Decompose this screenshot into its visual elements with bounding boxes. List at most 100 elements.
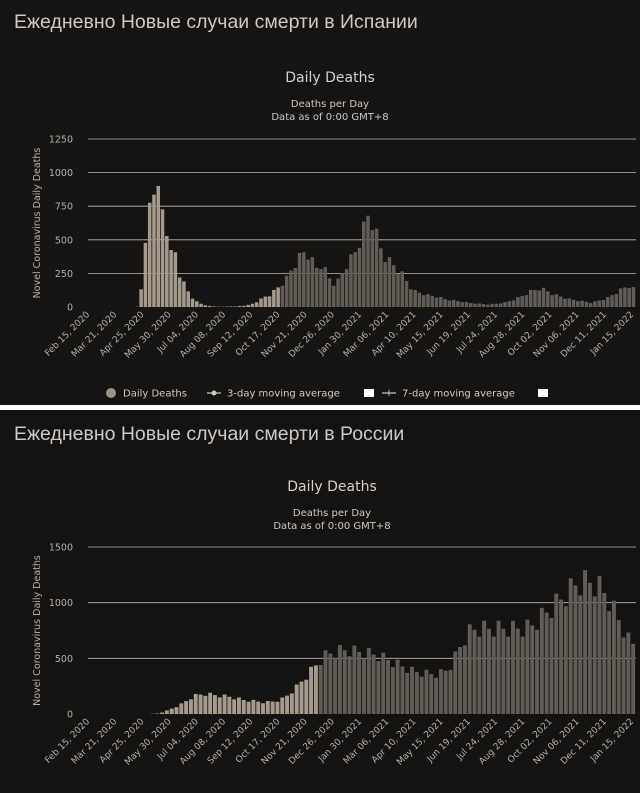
bar <box>506 636 511 714</box>
y-tick-label: 0 <box>67 710 73 721</box>
bar <box>563 298 567 307</box>
bar <box>280 285 285 307</box>
spain-panel: Ежедневно Новые случаи смерти в Испании … <box>0 0 640 405</box>
bar <box>568 578 573 714</box>
panel-divider <box>0 405 640 410</box>
bar <box>601 299 606 307</box>
russia-heading: Ежедневно Новые случаи смерти в России <box>14 423 405 445</box>
bar <box>443 670 448 714</box>
bar <box>587 582 592 714</box>
bar <box>511 620 515 714</box>
y-axis-label: Novel Coronavirus Daily Deaths <box>32 148 43 299</box>
bar <box>208 692 213 714</box>
bar <box>606 297 610 307</box>
bar <box>370 230 375 307</box>
bar <box>319 269 323 307</box>
bar <box>486 628 491 714</box>
bar <box>147 202 152 307</box>
bar <box>473 303 477 307</box>
bar <box>400 666 405 714</box>
bar <box>306 259 310 307</box>
bar <box>304 679 309 714</box>
bar <box>458 647 463 714</box>
bar <box>391 265 396 307</box>
bar <box>469 303 473 307</box>
legend-daily-marker <box>106 388 116 398</box>
y-tick-label: 1000 <box>49 168 73 179</box>
bar <box>184 701 189 714</box>
bar <box>342 650 347 714</box>
bar <box>246 701 251 714</box>
bar <box>381 652 386 714</box>
bar <box>169 250 173 307</box>
bar <box>186 291 190 307</box>
legend-ma3-swatch <box>364 389 374 397</box>
y-tick-label: 1250 <box>49 135 73 146</box>
bar <box>453 651 458 714</box>
bar <box>386 660 390 714</box>
bar <box>438 669 443 714</box>
bar <box>383 262 387 307</box>
bar <box>448 669 453 714</box>
chart-title: Daily Deaths <box>285 70 375 86</box>
bar <box>611 600 616 714</box>
chart-subtitle-2: Data as of 0:00 GMT+8 <box>271 112 388 123</box>
bar <box>265 701 270 714</box>
bar <box>318 665 323 714</box>
bar <box>207 305 212 307</box>
bar <box>203 305 208 307</box>
bar <box>515 628 520 714</box>
bar <box>472 629 477 714</box>
bar <box>430 295 435 307</box>
bar <box>323 650 328 714</box>
bar <box>426 294 430 307</box>
bar <box>336 278 340 307</box>
bar <box>631 287 636 307</box>
bar <box>285 695 290 714</box>
bar <box>400 271 405 307</box>
bar <box>246 304 250 307</box>
bar <box>390 666 395 714</box>
bar <box>520 295 524 307</box>
bar <box>405 672 410 714</box>
bar <box>254 302 259 307</box>
bar <box>227 696 232 714</box>
bar <box>544 612 549 714</box>
bar <box>464 302 469 307</box>
bar <box>576 301 580 307</box>
bar <box>610 295 614 307</box>
bar <box>631 643 636 714</box>
bar <box>366 215 370 307</box>
bar <box>503 302 507 307</box>
bar <box>597 300 601 307</box>
bar <box>333 657 338 714</box>
bar <box>337 644 342 714</box>
bar <box>573 585 578 714</box>
bar <box>250 303 255 307</box>
bar <box>413 289 417 307</box>
bar <box>232 699 237 714</box>
bar <box>410 666 415 714</box>
bar <box>429 674 434 714</box>
y-axis-label: Novel Coronavirus Daily Deaths <box>32 555 43 706</box>
bar <box>379 248 383 307</box>
chart-subtitle: Deaths per Day <box>291 99 369 110</box>
bar <box>507 301 512 307</box>
bar <box>352 645 357 714</box>
bar <box>251 699 256 714</box>
y-tick-label: 250 <box>55 269 73 280</box>
bar <box>616 620 621 714</box>
bar <box>535 629 539 714</box>
bar <box>190 298 195 307</box>
bar <box>627 288 631 307</box>
bar <box>516 297 520 307</box>
legend-ma7-marker: + <box>385 388 393 399</box>
bar <box>276 287 280 307</box>
bar <box>387 257 392 307</box>
bar <box>177 277 182 307</box>
bar <box>280 697 285 714</box>
bar <box>419 676 424 714</box>
y-tick-label: 1000 <box>49 598 73 609</box>
bar <box>621 637 626 714</box>
bar <box>357 651 362 714</box>
